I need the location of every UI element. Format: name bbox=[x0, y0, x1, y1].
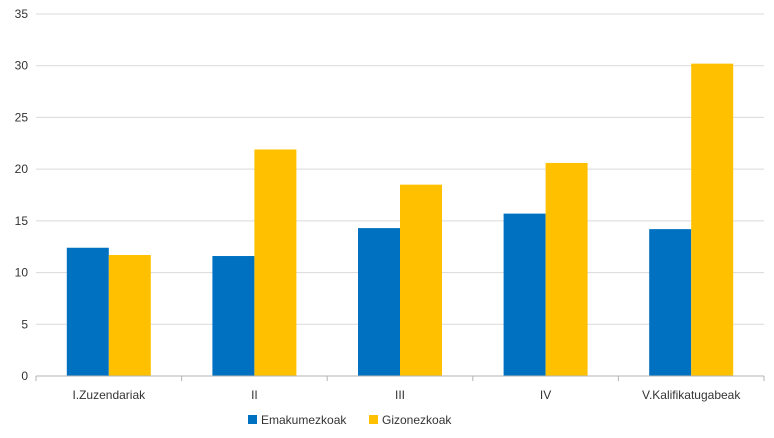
bar-gizonezkoak-4 bbox=[691, 63, 734, 376]
bar-gizonezkoak-3 bbox=[545, 162, 588, 376]
y-tick-label: 5 bbox=[21, 317, 28, 331]
bar-gizonezkoak-2 bbox=[400, 184, 442, 376]
legend-swatch-gizonezkoak bbox=[369, 415, 378, 424]
bar-emakumezkoak-2 bbox=[358, 228, 400, 376]
y-tick-label: 0 bbox=[21, 369, 28, 383]
legend: Emakumezkoak Gizonezkoak bbox=[248, 413, 452, 427]
bar-emakumezkoak-0 bbox=[66, 247, 109, 376]
y-tick-label: 20 bbox=[15, 162, 29, 176]
y-tick-label: 30 bbox=[15, 59, 29, 73]
x-tick-label: III bbox=[395, 388, 405, 402]
legend-swatch-emakumezkoak bbox=[248, 415, 257, 424]
bar-emakumezkoak-3 bbox=[503, 213, 546, 376]
bar-gizonezkoak-1 bbox=[254, 149, 297, 376]
y-tick-label: 35 bbox=[15, 7, 29, 21]
legend-label: Gizonezkoak bbox=[382, 413, 452, 427]
x-axis-tick-labels: I.Zuzendariak II III IV V.Kalifikatugabeak bbox=[35, 376, 765, 402]
legend-label: Emakumezkoak bbox=[261, 413, 347, 427]
bars bbox=[66, 63, 734, 376]
y-axis-tick-labels: 0 5 10 15 20 25 30 35 bbox=[15, 7, 29, 383]
bar-emakumezkoak-1 bbox=[212, 256, 255, 376]
x-tick-label: I.Zuzendariak bbox=[72, 388, 146, 402]
y-tick-label: 25 bbox=[15, 110, 29, 124]
x-tick-label: V.Kalifikatugabeak bbox=[642, 388, 741, 402]
bar-gizonezkoak-0 bbox=[108, 254, 151, 376]
x-tick-label: IV bbox=[540, 388, 551, 402]
y-tick-label: 10 bbox=[15, 266, 29, 280]
x-tick-label: II bbox=[251, 388, 258, 402]
bar-emakumezkoak-4 bbox=[649, 229, 692, 376]
y-tick-label: 15 bbox=[15, 214, 29, 228]
